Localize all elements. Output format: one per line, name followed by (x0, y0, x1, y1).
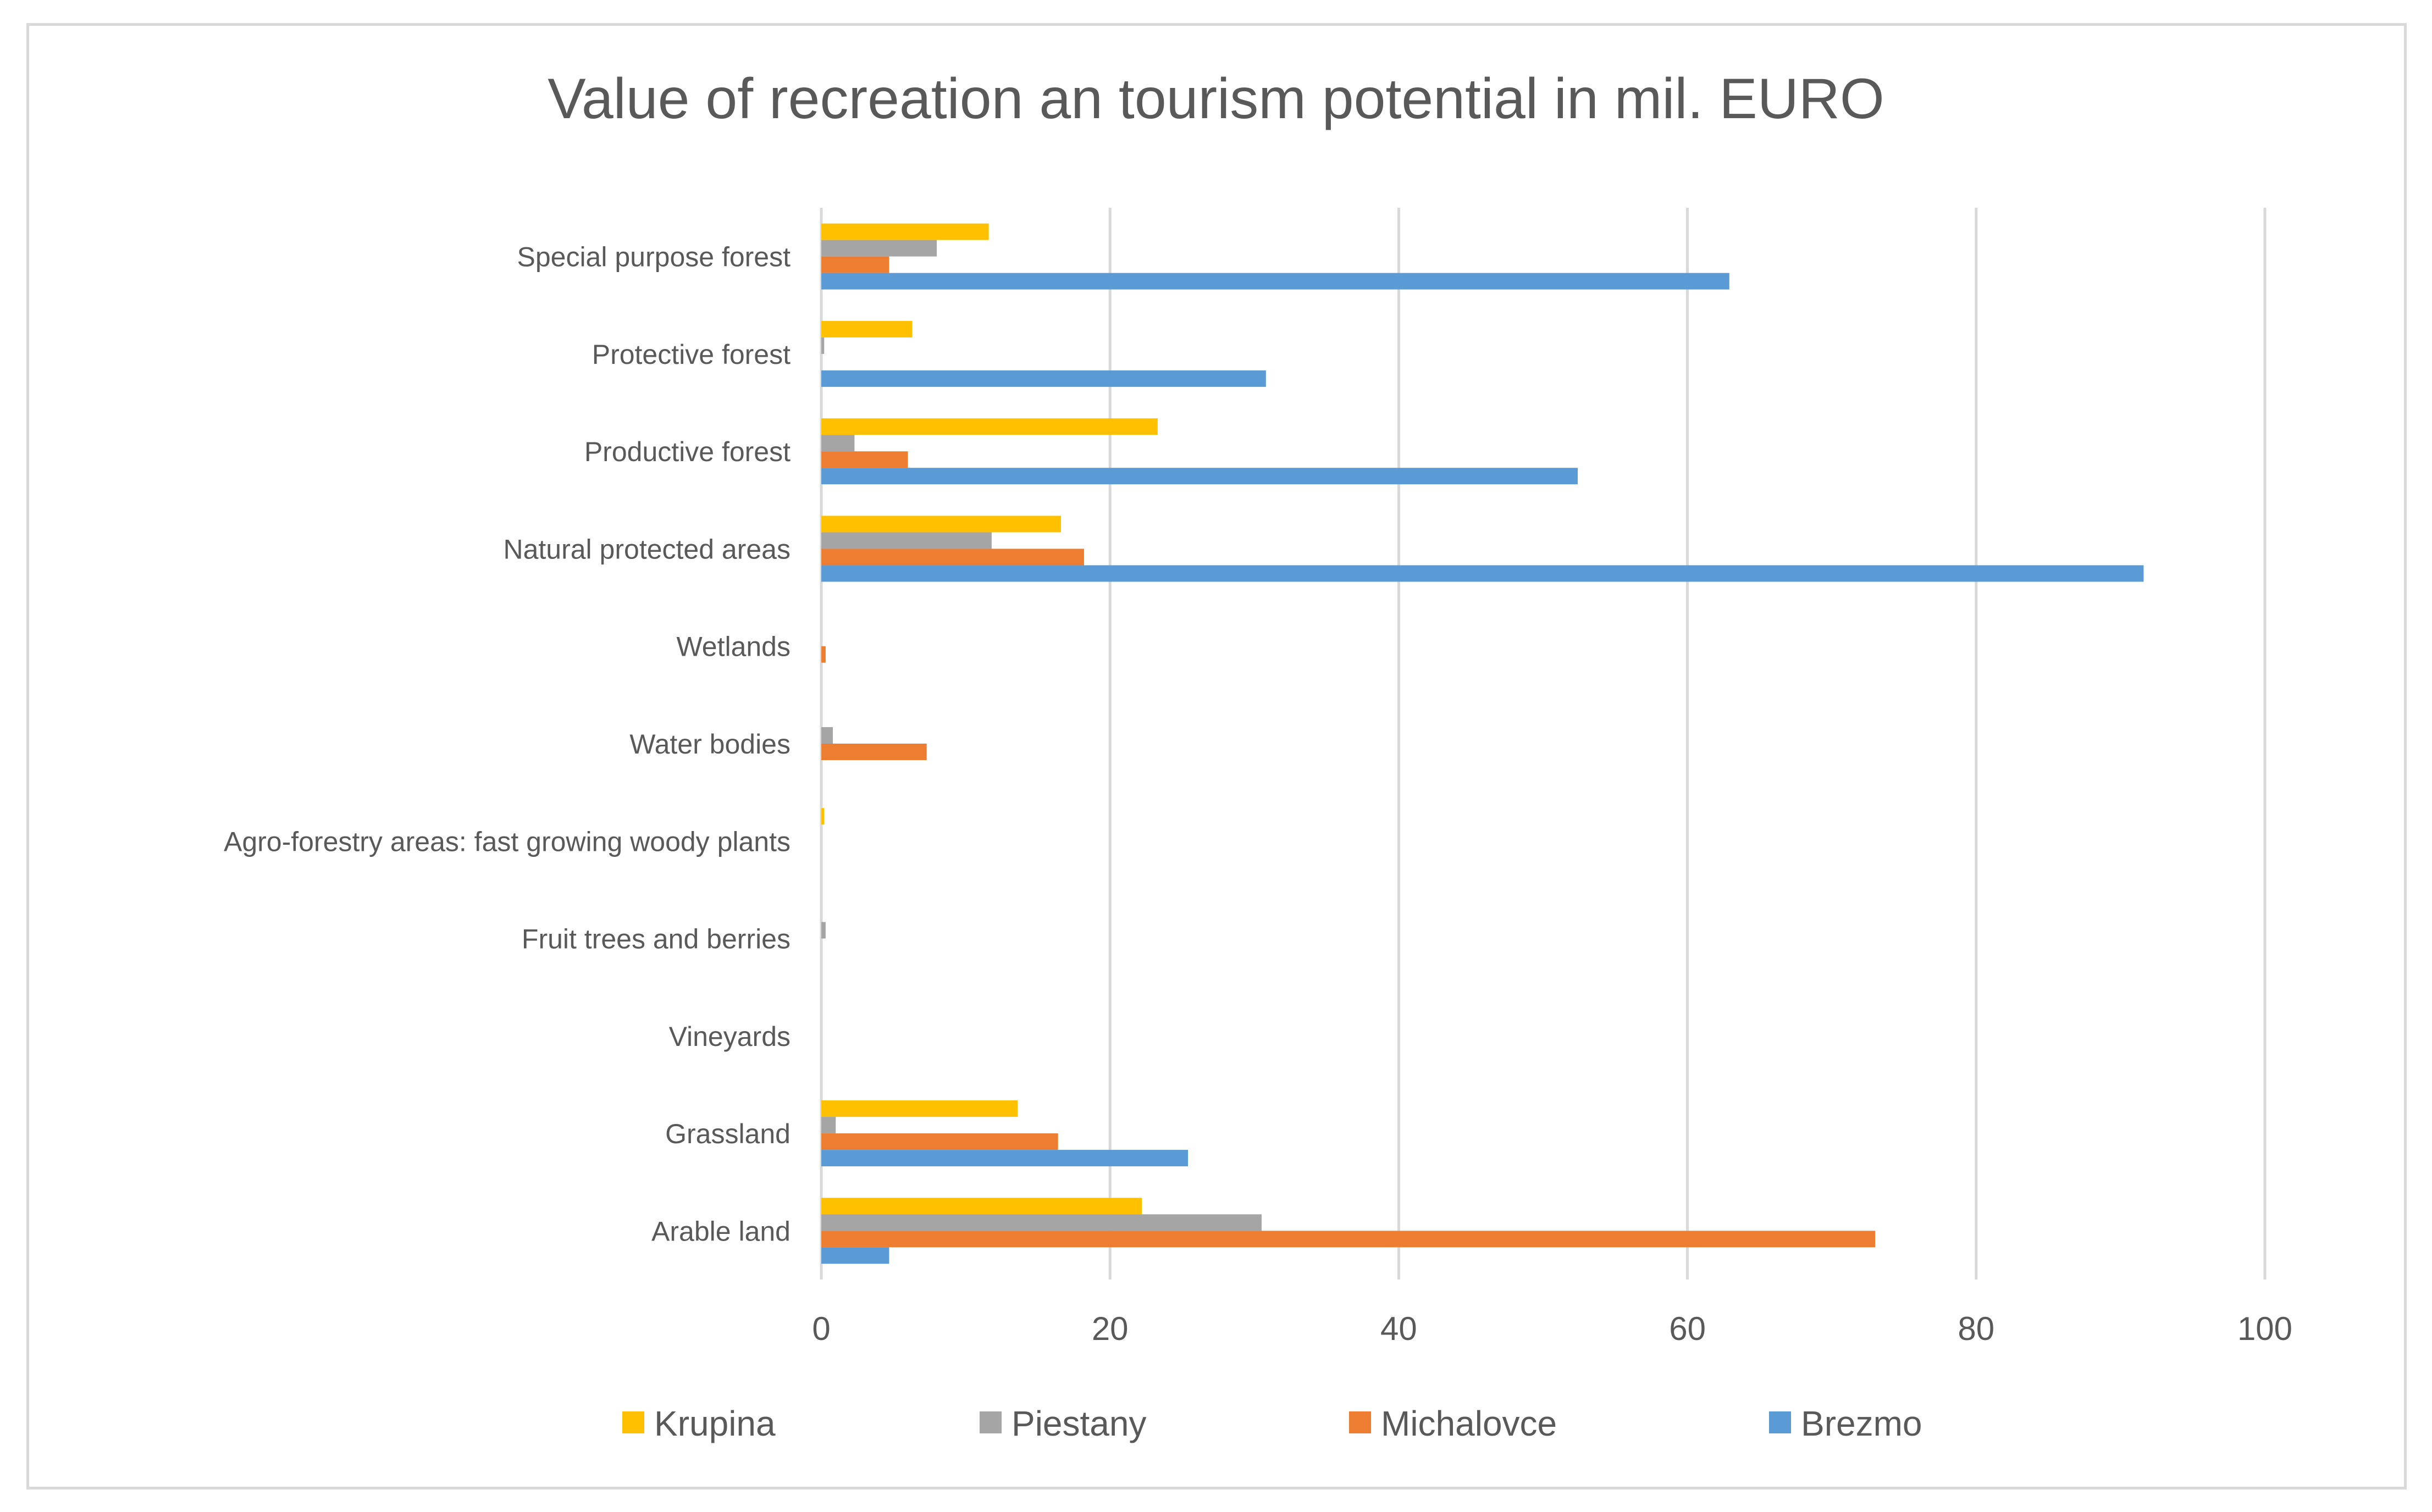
category-label-6: Wetlands (676, 632, 791, 662)
bar-piestany-7 (821, 532, 992, 549)
legend-swatch-brezmo (1769, 1411, 1791, 1433)
chart-title: Value of recreation an tourism potential… (548, 67, 1884, 131)
tick-label-layer: 0 20 40 60 80 100 (812, 1310, 2292, 1347)
bar-michalovce-0 (821, 1231, 1875, 1248)
bar-brezmo-7 (821, 565, 2144, 582)
bar-piestany-0 (821, 1214, 1262, 1231)
x-tick-label-0: 0 (812, 1310, 830, 1347)
legend-label-michalovce: Michalovce (1381, 1404, 1557, 1443)
bar-krupina-9 (821, 320, 913, 337)
bar-michalovce-7 (821, 549, 1084, 566)
legend-label-krupina: Krupina (654, 1404, 776, 1443)
bar-krupina-8 (821, 418, 1158, 435)
bar-michalovce-6 (821, 646, 826, 663)
category-label-2: Vineyards (669, 1021, 791, 1052)
bar-brezmo-8 (821, 468, 1578, 485)
x-tick-label-100: 100 (2237, 1310, 2292, 1347)
category-label-7: Natural protected areas (503, 534, 791, 564)
category-label-4: Agro-forestry areas: fast growing woody … (224, 826, 791, 857)
bar-piestany-8 (821, 435, 855, 452)
legend-swatch-piestany (980, 1411, 1002, 1433)
legend-label-piestany: Piestany (1012, 1404, 1146, 1443)
x-tick-label-20: 20 (1092, 1310, 1129, 1347)
category-label-10: Special purpose forest (517, 242, 791, 273)
bar-brezmo-0 (821, 1247, 889, 1264)
category-label-9: Protective forest (592, 339, 791, 370)
x-tick-label-80: 80 (1958, 1310, 1994, 1347)
bar-piestany-9 (821, 337, 825, 354)
bar-krupina-4 (821, 808, 825, 825)
grid-layer (820, 208, 2267, 1280)
category-label-3: Fruit trees and berries (522, 924, 791, 955)
legend-label-brezmo: Brezmo (1801, 1404, 1922, 1443)
x-tick-label-60: 60 (1669, 1310, 1706, 1347)
bar-michalovce-10 (821, 256, 889, 273)
bar-layer (821, 223, 2144, 1264)
category-label-layer: Arable land Grassland Vineyards Fruit trees… (224, 242, 791, 1247)
bar-michalovce-5 (821, 744, 927, 760)
bar-piestany-5 (821, 727, 833, 744)
x-tick-label-40: 40 (1380, 1310, 1417, 1347)
category-label-5: Water bodies (629, 729, 791, 760)
legend-swatch-krupina (622, 1411, 644, 1433)
bar-krupina-10 (821, 223, 989, 240)
bar-piestany-3 (821, 922, 826, 939)
category-label-1: Grassland (665, 1118, 791, 1149)
category-label-0: Arable land (651, 1216, 791, 1247)
bar-piestany-1 (821, 1117, 836, 1134)
bar-krupina-0 (821, 1198, 1142, 1215)
bar-brezmo-9 (821, 370, 1266, 387)
bar-krupina-1 (821, 1100, 1018, 1117)
bar-brezmo-10 (821, 273, 1729, 290)
bar-piestany-10 (821, 240, 937, 257)
category-label-8: Productive forest (584, 436, 791, 467)
legend-swatch-michalovce (1349, 1411, 1371, 1433)
bar-krupina-7 (821, 516, 1061, 533)
bar-michalovce-8 (821, 451, 908, 468)
legend-layer: Krupina Piestany Michalovce Brezmo (622, 1404, 1922, 1443)
bar-michalovce-1 (821, 1133, 1058, 1150)
bar-brezmo-1 (821, 1150, 1189, 1167)
